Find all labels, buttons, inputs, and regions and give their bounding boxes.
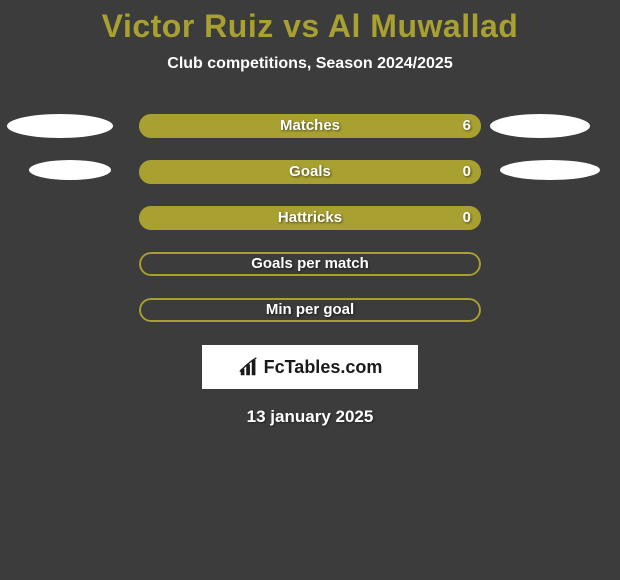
stat-bar: 6Matches (139, 114, 481, 138)
stat-row: 6Matches (0, 103, 620, 149)
comparison-title: Victor Ruiz vs Al Muwallad (0, 0, 620, 45)
stat-bar: 0Hattricks (139, 206, 481, 230)
snapshot-date: 13 january 2025 (0, 407, 620, 427)
comparison-subtitle: Club competitions, Season 2024/2025 (0, 55, 620, 73)
stat-label: Min per goal (139, 298, 481, 322)
stat-bar-right-fill (139, 160, 481, 184)
stat-bar: Min per goal (139, 298, 481, 322)
source-logo-text: FcTables.com (264, 357, 383, 378)
infographic-root: Victor Ruiz vs Al Muwallad Club competit… (0, 0, 620, 580)
stat-bar-right-fill (139, 206, 481, 230)
stat-bar-border (139, 298, 481, 322)
source-logo-box: FcTables.com (202, 345, 418, 389)
stat-bar-right-fill (139, 114, 481, 138)
stat-row: 0Goals (0, 149, 620, 195)
bar-chart-icon (238, 356, 260, 378)
stat-row: Min per goal (0, 287, 620, 333)
stat-row: Goals per match (0, 241, 620, 287)
player-right-ellipse (490, 114, 590, 138)
player-left-ellipse (7, 114, 113, 138)
player-right-ellipse (500, 160, 600, 180)
stat-bar: Goals per match (139, 252, 481, 276)
stats-chart: 6Matches 0Goals 0Hattricks Goals per match M… (0, 103, 620, 333)
stat-bar-border (139, 252, 481, 276)
stat-bar: 0Goals (139, 160, 481, 184)
stat-row: 0Hattricks (0, 195, 620, 241)
stat-label: Goals per match (139, 252, 481, 276)
player-left-ellipse (29, 160, 111, 180)
